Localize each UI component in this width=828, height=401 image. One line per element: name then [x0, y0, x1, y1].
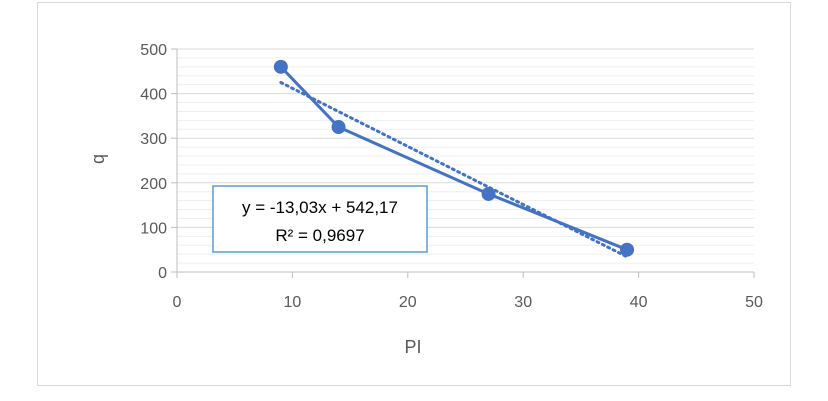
x-tick-label: 20: [399, 294, 417, 311]
x-axis-title: PI: [404, 337, 421, 357]
data-point: [481, 186, 496, 201]
data-point: [331, 120, 346, 135]
y-tick-label: 200: [140, 176, 167, 193]
y-tick-label: 300: [140, 131, 167, 148]
chart-area: 0 10 20 30 40 50 0 100 200 300 400 500 PI q y = -13…: [37, 2, 791, 386]
x-tick-label: 10: [284, 294, 302, 311]
y-axis-title: q: [88, 154, 108, 164]
series-line: [279, 65, 628, 252]
trendline-r-squared: R² = 0,9697: [275, 226, 364, 245]
y-tick-label: 400: [140, 87, 167, 104]
x-tick-label: 0: [173, 294, 182, 311]
data-series: [273, 59, 635, 257]
x-tick-label: 30: [514, 294, 532, 311]
x-tick-label: 50: [745, 294, 763, 311]
trendline-equation: y = -13,03x + 542,17: [242, 198, 398, 217]
trendline-equation-box: y = -13,03x + 542,17 R² = 0,9697: [212, 185, 428, 253]
y-tick-label: 500: [140, 42, 167, 59]
x-tick-label: 40: [630, 294, 648, 311]
y-tick-label: 0: [158, 265, 167, 282]
data-point: [273, 59, 288, 74]
y-tick-label: 100: [140, 220, 167, 237]
axes: [171, 48, 755, 278]
data-point: [620, 242, 635, 257]
